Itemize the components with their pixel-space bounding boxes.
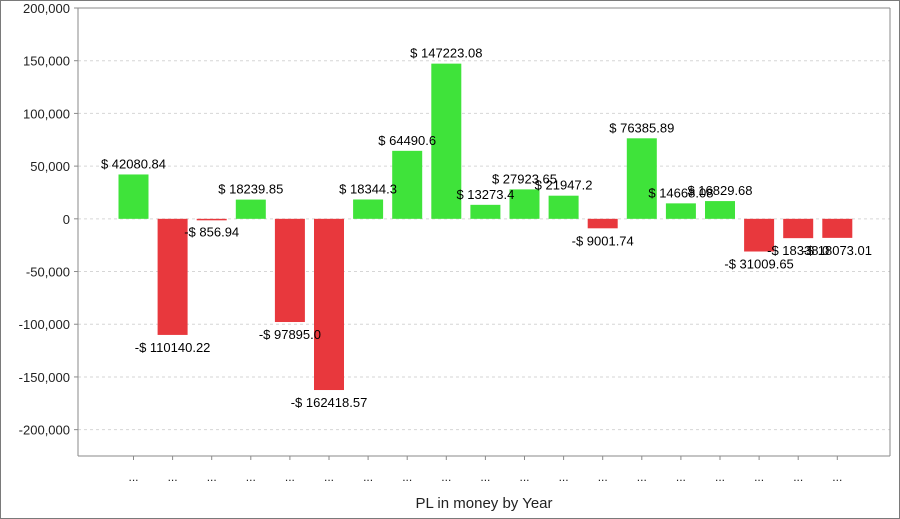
- data-label: $ 21947.2: [535, 178, 593, 193]
- data-label: $ 18239.85: [218, 182, 283, 197]
- x-tick-label: ...: [363, 470, 373, 484]
- data-label: -$ 856.94: [184, 225, 239, 240]
- bar: [235, 199, 266, 219]
- bar: [274, 218, 305, 323]
- x-tick-label: ...: [402, 470, 412, 484]
- data-label: -$ 97895.0: [259, 327, 321, 342]
- bar: [783, 218, 814, 239]
- x-tick-label: ...: [559, 470, 569, 484]
- data-label: -$ 18073.01: [803, 243, 872, 258]
- bar: [665, 203, 696, 219]
- x-axis-title: PL in money by Year: [415, 495, 552, 512]
- bar: [196, 218, 227, 221]
- data-label: -$ 9001.74: [572, 233, 634, 248]
- data-label: $ 16829.68: [687, 183, 752, 198]
- data-label: $ 42080.84: [101, 156, 166, 171]
- x-tick-label: ...: [324, 470, 334, 484]
- x-tick-label: ...: [285, 470, 295, 484]
- y-tick-label: -50,000: [26, 265, 70, 280]
- bar: [548, 195, 579, 219]
- bar: [314, 218, 344, 391]
- bar: [822, 218, 853, 238]
- bar: [626, 138, 657, 219]
- bar: [392, 150, 423, 219]
- x-tick-label: ...: [598, 470, 608, 484]
- x-tick-label: ...: [754, 470, 764, 484]
- data-label: -$ 110140.22: [135, 340, 211, 355]
- data-label: $ 76385.89: [609, 120, 674, 135]
- y-tick-label: 150,000: [23, 54, 70, 69]
- data-label: -$ 162418.57: [291, 395, 368, 410]
- data-label: $ 147223.08: [410, 46, 482, 61]
- y-tick-label: -200,000: [19, 423, 70, 438]
- x-axis-ticks: ........................................…: [128, 456, 842, 484]
- data-label: $ 14668.08: [648, 185, 713, 200]
- data-labels: $ 42080.84 -$ 110140.22 -$ 856.94 $ 18239.8…: [101, 46, 872, 410]
- bars: [118, 63, 853, 391]
- bar: [705, 201, 735, 219]
- data-label: $ 18344.3: [339, 181, 397, 196]
- x-tick-label: ...: [715, 470, 725, 484]
- bar: [509, 189, 540, 219]
- x-tick-label: ...: [519, 470, 529, 484]
- bar: [587, 218, 618, 229]
- data-label: -$ 31009.65: [724, 257, 793, 272]
- bar: [431, 63, 462, 219]
- x-tick-label: ...: [246, 470, 256, 484]
- y-tick-label: 200,000: [23, 1, 70, 16]
- y-tick-label: -100,000: [19, 317, 70, 332]
- y-tick-label: 100,000: [23, 106, 70, 121]
- x-tick-label: ...: [637, 470, 647, 484]
- x-tick-label: ...: [128, 470, 138, 484]
- bar: [744, 218, 775, 252]
- x-tick-label: ...: [168, 470, 178, 484]
- bar: [118, 174, 149, 219]
- bar: [353, 199, 384, 219]
- x-tick-label: ...: [441, 470, 451, 484]
- data-label: -$ 18338.0: [767, 243, 829, 258]
- data-label: $ 64490.6: [378, 133, 436, 148]
- y-tick-label: 0: [63, 212, 70, 227]
- y-axis-ticks: 200,000 150,000 100,000 50,000 0 -50,000 -100,…: [19, 1, 78, 438]
- bar: [157, 218, 188, 335]
- data-label: $ 13273.4: [456, 187, 514, 202]
- x-tick-label: ...: [676, 470, 686, 484]
- x-tick-label: ...: [207, 470, 217, 484]
- bar: [470, 204, 501, 219]
- y-tick-label: -150,000: [19, 370, 70, 385]
- data-label: $ 27923.65: [492, 171, 557, 186]
- x-tick-label: ...: [793, 470, 803, 484]
- y-tick-label: 50,000: [30, 159, 70, 174]
- x-tick-label: ...: [832, 470, 842, 484]
- x-tick-label: ...: [480, 470, 490, 484]
